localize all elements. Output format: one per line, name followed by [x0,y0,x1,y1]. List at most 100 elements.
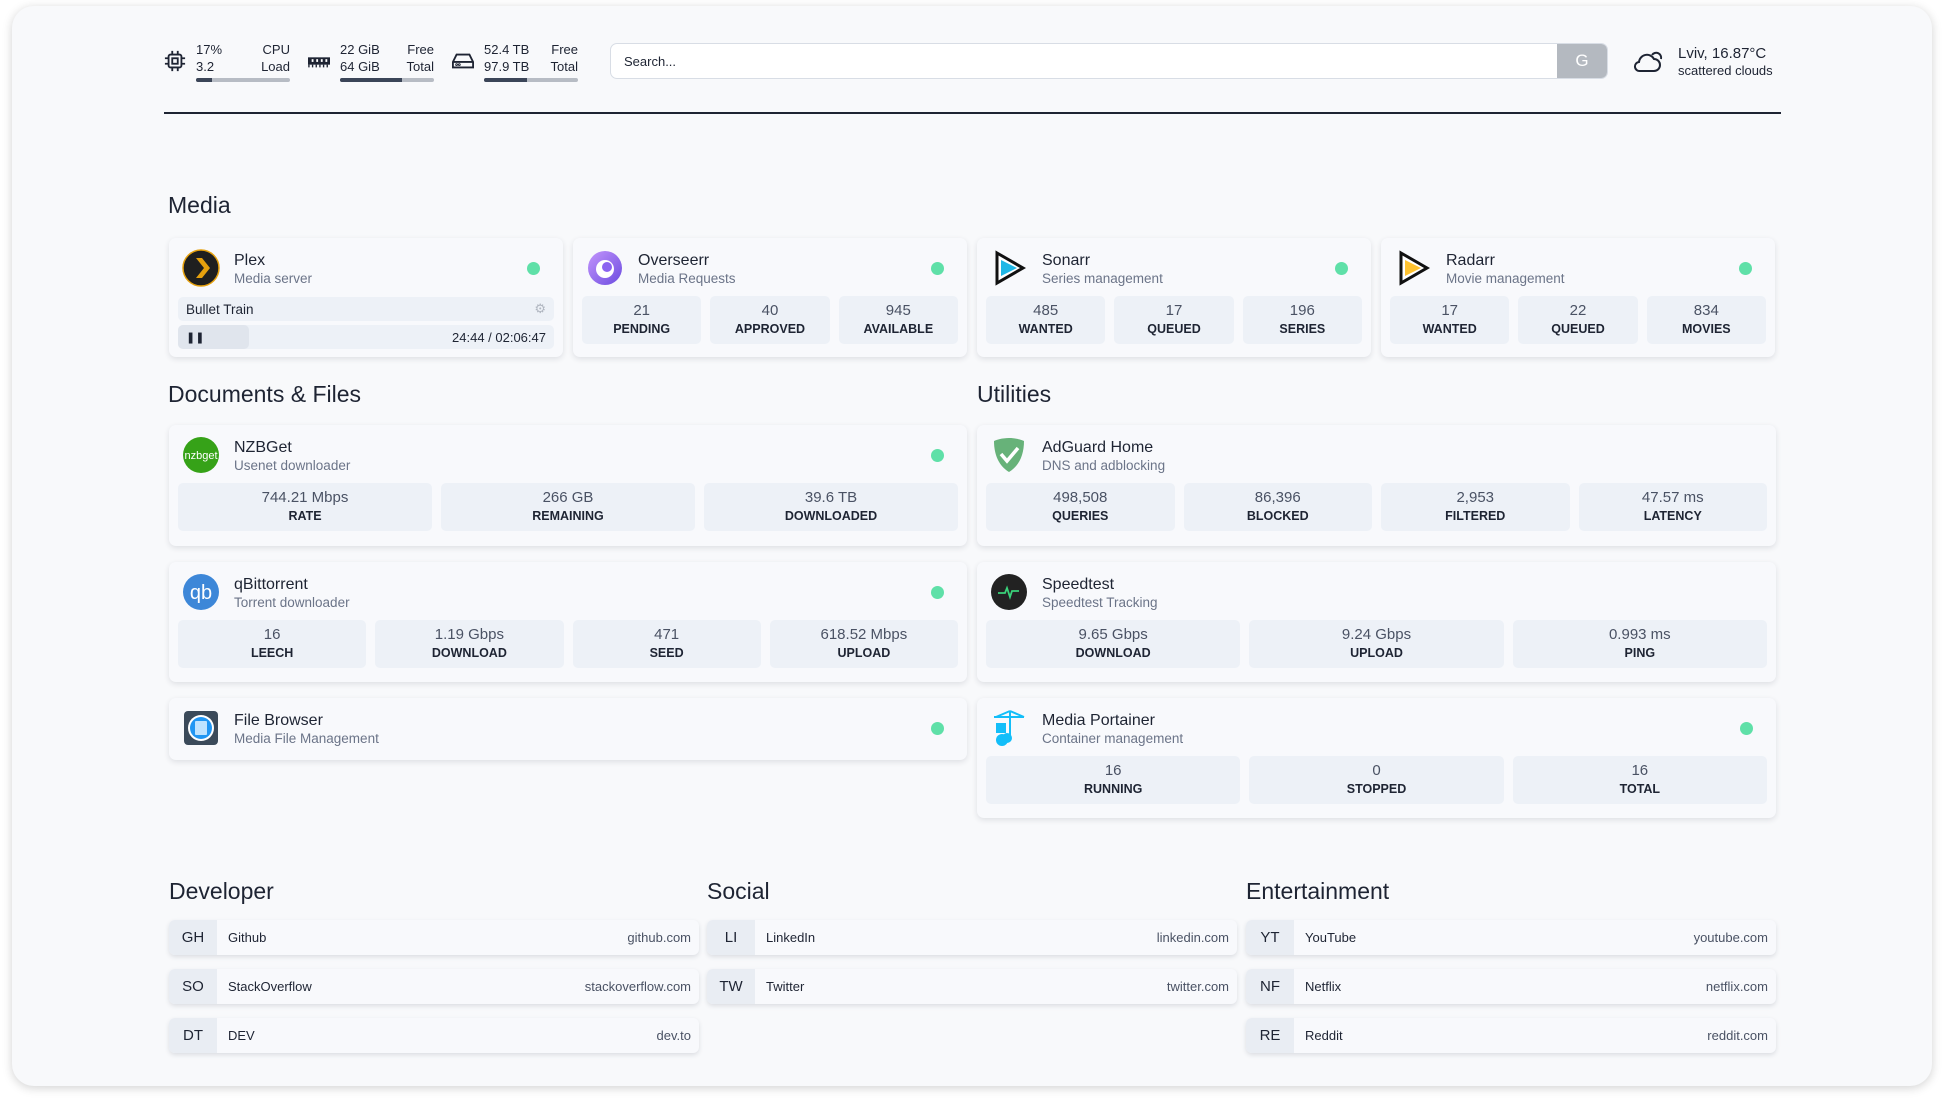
stat-label: UPLOAD [837,646,891,660]
bookmark-abbr: GH [169,920,217,955]
stats-row: 9.65 Gbps DOWNLOAD 9.24 Gbps UPLOAD 0.993 ms… [986,620,1767,668]
bookmark-abbr: DT [169,1018,217,1053]
plex-card[interactable]: Plex Media server Bullet Train ⚙ ❚❚ 24:44 … [169,238,563,357]
stat-value: 22 [1569,302,1587,319]
bookmark-link[interactable]: YT YouTube youtube.com [1246,920,1776,955]
disk-widget: 52.4 TB Free 97.9 TB Total [452,41,578,82]
sonarr-card[interactable]: Sonarr Series management 485 WANTED 17 QUEUE… [977,238,1371,357]
bookmark-link[interactable]: GH Github github.com [169,920,699,955]
weather-desc: scattered clouds [1678,63,1773,78]
stats-row: 21 PENDING 40 APPROVED 945 AVAILABLE [582,296,958,344]
qbit-card[interactable]: qb qBittorrent Torrent downloader 16 LEECH 1… [169,562,967,682]
speedtest-card[interactable]: Speedtest Speedtest Tracking 9.65 Gbps DOW… [977,562,1776,682]
filebrowser-card[interactable]: File Browser Media File Management [169,698,967,760]
bookmark-group-heading: Social [707,878,770,904]
bookmark-group: YT YouTube youtube.com NF Netflix netflix.com… [1246,920,1776,1067]
radarr-card[interactable]: Radarr Movie management 17 WANTED 22 QUEUED 8… [1381,238,1775,357]
svg-text:nzbget: nzbget [184,450,217,462]
bookmark-abbr: LI [707,920,755,955]
search-input[interactable] [611,44,1557,78]
bookmark-name: StackOverflow [228,979,312,994]
stat-value: 945 [885,302,911,319]
stat-value: 485 [1033,302,1059,319]
stat-value: 86,396 [1254,489,1301,506]
bookmark-link[interactable]: RE Reddit reddit.com [1246,1018,1776,1053]
status-dot [1335,262,1348,275]
stat-value: 17 [1441,302,1458,319]
stat-label: REMAINING [532,509,604,523]
stat-label: DOWNLOAD [1075,646,1151,660]
disk-free: 52.4 TB [484,41,530,57]
header: 17% CPU 3.2 Load 22 GiB Free 64 GiB Total 52… [164,38,1781,84]
cloud-icon [1633,51,1663,72]
stat-value: 471 [654,626,680,643]
stat-box: 266 GB REMAINING [441,483,695,531]
stat-box: 485 WANTED [986,296,1106,344]
stat-box: 0 STOPPED [1249,756,1504,804]
bookmark-link[interactable]: NF Netflix netflix.com [1246,969,1776,1004]
bookmark-link[interactable]: TW Twitter twitter.com [707,969,1237,1004]
stat-value: 618.52 Mbps [820,626,908,643]
stat-value: 0 [1372,762,1381,779]
search-box: G [610,43,1608,79]
stat-label: QUERIES [1052,509,1109,523]
stat-box: 471 SEED [572,620,761,668]
stat-box: 17 WANTED [1390,296,1510,344]
settings-icon[interactable]: ⚙ [534,301,546,316]
stat-value: 0.993 ms [1608,626,1671,643]
adguard-icon [994,438,1024,472]
plex-icon [182,249,220,287]
total-label: Total [550,58,578,74]
bookmark-url: youtube.com [1693,930,1768,945]
memory-free: 22 GiB [340,41,380,57]
stat-value: 266 GB [542,489,594,506]
stat-label: WANTED [1018,322,1073,336]
service-name: NZBGet [234,438,292,456]
stat-box: 196 SERIES [1242,296,1362,344]
stats-row: 17 WANTED 22 QUEUED 834 MOVIES [1390,296,1766,344]
bookmark-link[interactable]: LI LinkedIn linkedin.com [707,920,1237,955]
now-playing-title: Bullet Train [186,301,254,317]
stats-row: 744.21 Mbps RATE 266 GB REMAINING 39.6 TB DOW… [178,483,958,531]
stat-value: 47.57 ms [1641,489,1704,506]
service-name: AdGuard Home [1042,438,1154,456]
bookmark-link[interactable]: DT DEV dev.to [169,1018,699,1053]
pause-icon[interactable]: ❚❚ [186,331,205,344]
stat-box: 16 TOTAL [1512,756,1767,804]
stat-label: RATE [288,509,322,523]
bookmark-name: YouTube [1305,930,1357,945]
stats-row: 16 RUNNING 0 STOPPED 16 TOTAL [986,756,1767,804]
bookmark-group-heading: Entertainment [1246,878,1390,904]
bookmark-abbr: YT [1246,920,1294,955]
stat-label: FILTERED [1445,509,1506,523]
stat-value: 16 [1104,762,1122,779]
stat-value: 1.19 Gbps [434,626,504,643]
overseerr-card[interactable]: Overseerr Media Requests 21 PENDING 40 APPRO… [573,238,967,357]
cpu-widget: 17% CPU 3.2 Load [164,41,290,82]
weather-temp: Lviv, 16.87°C [1678,45,1767,62]
service-name: Media Portainer [1042,711,1155,729]
dashboard-window [12,6,1932,1086]
stat-label: PING [1624,646,1656,660]
service-desc: Movie management [1446,270,1565,286]
stat-label: SEED [649,646,684,660]
header-divider [164,112,1781,114]
stat-label: RUNNING [1083,782,1143,796]
adguard-card[interactable]: AdGuard Home DNS and adblocking 498,508 QU… [977,425,1776,546]
bookmark-group: LI LinkedIn linkedin.com TW Twitter twitter.c… [707,920,1237,1018]
stat-value: 9.65 Gbps [1078,626,1148,643]
stat-label: WANTED [1422,322,1477,336]
stats-row: 485 WANTED 17 QUEUED 196 SERIES [986,296,1362,344]
google-search-button[interactable]: G [1557,44,1607,78]
stat-box: 40 APPROVED [710,296,830,344]
service-name: qBittorrent [234,575,308,593]
bookmark-url: github.com [627,930,691,945]
portainer-card[interactable]: Media Portainer Container management 16 RU… [977,698,1776,818]
status-dot [931,722,944,735]
bookmark-link[interactable]: SO StackOverflow stackoverflow.com [169,969,699,1004]
stat-box: 22 QUEUED [1518,296,1638,344]
nzbget-card[interactable]: nzbget NZBGet Usenet downloader 744.21 Mbp… [169,425,967,546]
status-dot [931,262,944,275]
stat-box: 39.6 TB DOWNLOADED [704,483,958,531]
disk-bar [484,77,578,82]
